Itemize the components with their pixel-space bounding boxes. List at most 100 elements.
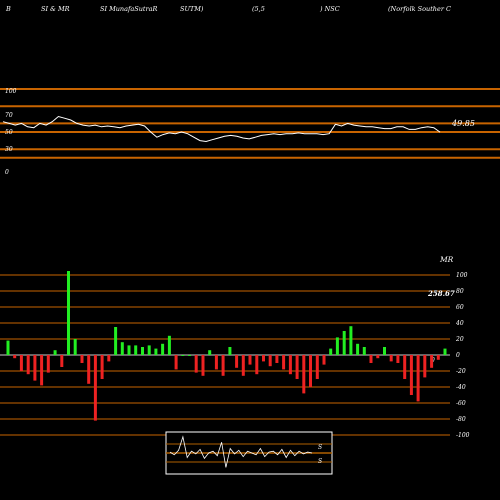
mrsi-tick-label: 20 — [455, 336, 464, 343]
mrsi-bar — [248, 355, 252, 365]
mrsi-bar — [322, 355, 326, 365]
mrsi-bar — [369, 355, 373, 363]
mrsi-bar — [147, 345, 151, 355]
mrsi-tick-label: -60 — [456, 400, 466, 407]
mrsi-bar — [309, 355, 312, 387]
mrsi-bar — [13, 355, 17, 359]
mrsi-bar — [383, 347, 386, 355]
mrsi-bar — [154, 348, 158, 355]
mrsi-bar — [221, 355, 225, 376]
mrsi-bar — [80, 355, 84, 363]
mrsi-bar — [430, 355, 434, 368]
mrsi-bar — [228, 347, 232, 355]
mrsi-tick-label: 40 — [455, 320, 464, 327]
mrsi-bar — [87, 355, 91, 384]
mrsi-bar — [262, 355, 265, 362]
rsi-tick-label: 30 — [5, 146, 13, 153]
mrsi-bar — [26, 355, 30, 375]
mrsi-bar — [396, 355, 400, 363]
mrsi-bar — [362, 347, 366, 355]
mrsi-tick-label: 100 — [456, 272, 468, 279]
mrsi-bar — [120, 342, 124, 355]
rsi-tick-label: 100 — [5, 88, 17, 95]
mrsi-bar — [295, 355, 299, 379]
mrsi-bar — [349, 326, 353, 355]
mrsi-bar — [201, 355, 205, 376]
mrsi-bar — [188, 355, 191, 356]
mini-label-bottom: S — [318, 458, 322, 465]
mrsi-tick-label: -40 — [456, 384, 466, 391]
header-item: B — [5, 5, 11, 13]
mrsi-bar — [134, 345, 138, 355]
mrsi-bar — [241, 355, 245, 376]
header-item: SI & MR — [41, 5, 70, 13]
mrsi-bar — [208, 350, 212, 355]
mrsi-bar — [6, 340, 10, 355]
mrsi-bar — [329, 348, 333, 355]
mrsi-bar — [302, 355, 306, 394]
header-item: (Norfolk Souther C — [388, 5, 451, 13]
mrsi-bar — [141, 347, 144, 355]
mrsi-bar — [67, 271, 70, 355]
mrsi-bar — [275, 355, 279, 363]
mrsi-bar — [93, 355, 97, 421]
mrsi-bar — [342, 331, 346, 355]
mrsi-bar — [100, 355, 104, 379]
mrsi-bar — [161, 343, 165, 355]
mini-line — [169, 435, 313, 468]
mrsi-tick-label: 60 — [456, 304, 464, 311]
mrsi-bar — [235, 355, 239, 368]
mrsi-title: MR — [439, 255, 454, 264]
mrsi-bar — [60, 355, 64, 367]
mrsi-bar — [288, 355, 292, 375]
mrsi-bar — [181, 355, 185, 356]
mrsi-tick-label: -100 — [456, 432, 470, 439]
mrsi-bar — [416, 355, 420, 402]
header-item: (5,5 — [252, 5, 265, 13]
mrsi-bar — [46, 355, 50, 373]
rsi-panel: 100 70 50 30 0 49.85 — [0, 88, 500, 176]
mrsi-bar — [282, 355, 286, 370]
mrsi-bar — [40, 355, 44, 386]
mrsi-bar — [335, 337, 339, 355]
mrsi-bar — [436, 355, 440, 360]
mrsi-last-value: 258.67 — [427, 289, 455, 298]
mrsi-bar — [255, 355, 259, 375]
rsi-line — [2, 115, 441, 143]
mrsi-bar — [423, 355, 427, 378]
mrsi-tick-label: -20 — [456, 368, 466, 375]
mrsi-tick-label: 0 — [456, 352, 460, 359]
mrsi-bar — [376, 355, 380, 359]
mrsi-bar — [19, 355, 23, 371]
mrsi-bar — [114, 327, 118, 355]
mrsi-bar — [194, 355, 198, 373]
header-item: SI MunafaSutraR — [100, 5, 158, 13]
mrsi-bar — [403, 355, 407, 379]
header-item: SUTM) — [180, 5, 204, 13]
rsi-tick-label: 0 — [5, 169, 9, 176]
mrsi-bar — [315, 355, 319, 379]
mrsi-bar — [53, 350, 57, 355]
rsi-tick-label: 70 — [5, 112, 13, 119]
rsi-last-value: 49.85 — [451, 119, 475, 128]
mini-label-top: S — [318, 444, 322, 451]
header-item: ) NSC — [319, 5, 340, 13]
mrsi-bar — [268, 355, 272, 367]
mrsi-bar — [409, 355, 413, 395]
mrsi-bar — [174, 355, 178, 370]
mini-panel: SS — [165, 431, 333, 475]
mrsi-bar — [167, 335, 171, 355]
mrsi-bar — [214, 355, 218, 370]
mrsi-tick-label: -80 — [456, 416, 466, 423]
mrsi-bar — [33, 355, 37, 381]
mrsi-bar — [107, 355, 111, 362]
mrsi-bar — [443, 348, 447, 355]
mrsi-bar — [389, 355, 393, 362]
mrsi-bar — [73, 339, 77, 355]
mrsi-tick-label: 80 — [456, 288, 464, 295]
rsi-tick-label: 50 — [5, 129, 13, 136]
chart-header: B SI & MR SI MunafaSutraR SUTM) (5,5 ) NSC (No… — [5, 5, 451, 13]
mrsi-bar — [356, 343, 360, 355]
